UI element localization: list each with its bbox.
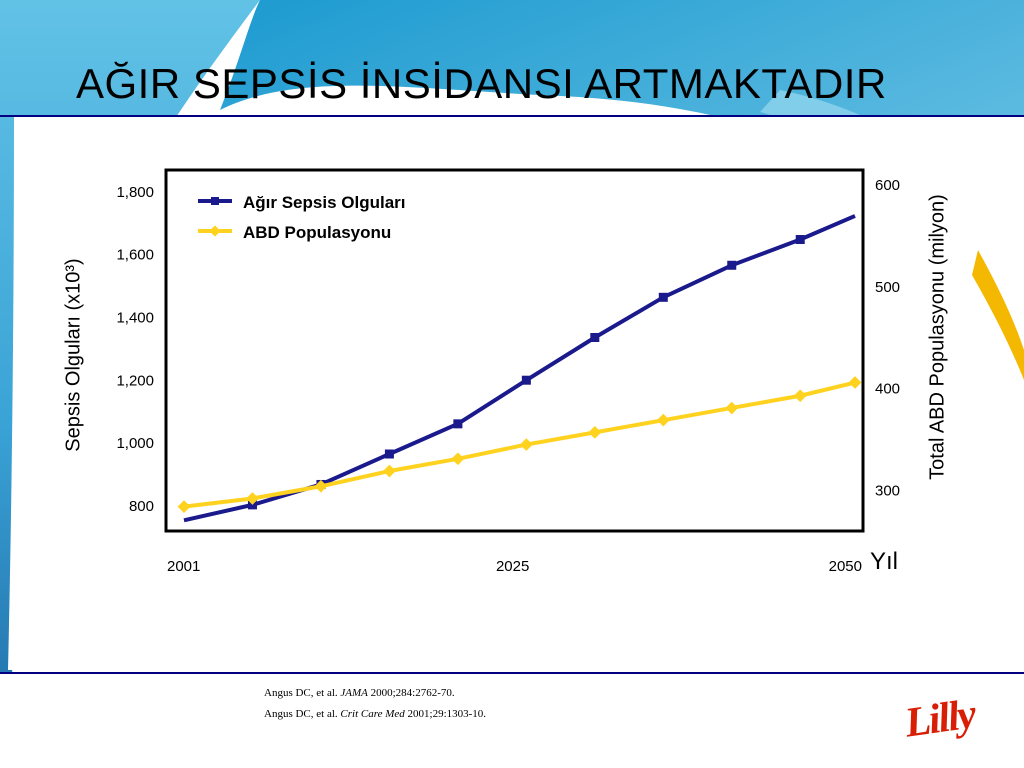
lilly-logo: Lilly [902,691,978,747]
left-tick-label: 800 [129,498,154,515]
data-point-sepsis [521,375,531,385]
left-tick-label: 1,800 [116,184,154,201]
right-tick-label: 600 [875,177,900,194]
content-panel-left-fade [8,116,21,670]
references: Angus DC, et al. JAMA 2000;284:2762-70. … [264,683,486,725]
left-tick-label: 1,200 [116,372,154,389]
reference-1-journal: JAMA [340,687,368,699]
right-tick-label: 500 [875,279,900,296]
legend-population-label: ABD Populasyonu [243,223,391,242]
reference-1: Angus DC, et al. JAMA 2000;284:2762-70. [264,683,486,704]
reference-1-citation: 2000;284:2762-70. [367,687,455,699]
left-tick-label: 1,400 [116,309,154,326]
left-axis-ticks: 800 1,000 1,200 1,400 1,600 1,800 [116,184,154,515]
top-right-wave-decoration [220,0,1024,330]
chart-legend: Ağır Sepsis Olguları ABD Populasyonu [198,193,406,242]
title-rule [0,115,1024,117]
right-tick-label: 300 [875,482,900,499]
reference-2-citation: 2001;29:1303-10. [404,708,487,720]
legend-population-marker [209,225,221,237]
reference-2-journal: Crit Care Med [340,708,405,720]
x-axis-title: Yıl [870,548,899,575]
data-point-sepsis [658,292,668,302]
data-point-sepsis [453,419,463,429]
x-tick-label: 2025 [496,558,529,575]
reference-2: Angus DC, et al. Crit Care Med 2001;29:1… [264,704,486,725]
data-point-sepsis [247,500,257,510]
legend-sepsis-label: Ağır Sepsis Olguları [243,193,406,212]
legend-sepsis-marker [211,197,219,205]
yellow-band-decoration [972,250,1024,380]
data-point-sepsis [384,449,394,459]
data-point-sepsis [590,332,600,342]
footer-rule [0,672,1024,674]
reference-2-authors: Angus DC, et al. [264,708,341,720]
data-point-population [177,500,191,513]
right-tick-label: 400 [875,381,900,398]
data-point-sepsis [795,235,805,245]
data-point-sepsis [727,260,737,270]
left-tick-label: 1,600 [116,247,154,264]
left-tick-label: 1,000 [116,435,154,452]
x-axis-ticks: 2001 2025 2050 [167,558,862,575]
data-point-population [383,464,396,478]
x-tick-label: 2050 [829,558,862,575]
left-axis-label: Sepsis Olguları (x10³) [62,258,85,452]
data-point-population [246,492,259,505]
slide-title: AĞIR SEPSİS İNSİDANSI ARTMAKTADIR [76,60,887,107]
data-point-population [314,479,328,493]
footer-band [0,674,1024,768]
data-point-population [451,452,465,466]
x-tick-label: 2001 [167,558,200,575]
right-axis-ticks: 300 400 500 600 [875,177,900,499]
chart-frame [164,168,865,533]
reference-1-authors: Angus DC, et al. [264,687,341,699]
right-axis-label: Total ABD Populasyonu (milyon) [926,194,949,480]
